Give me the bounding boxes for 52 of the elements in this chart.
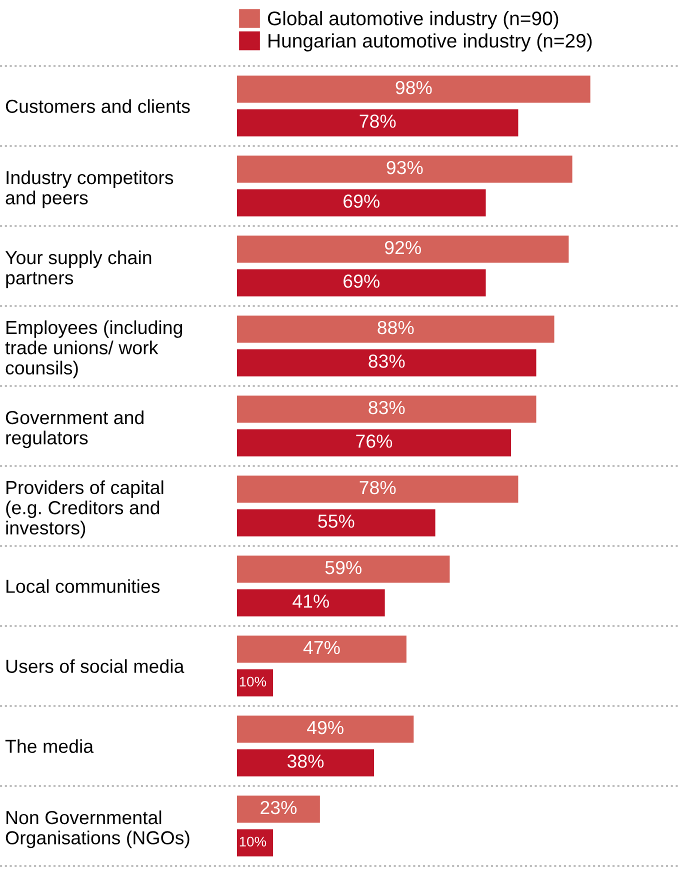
data-label: 93% <box>386 160 423 174</box>
legend-label: Global automotive industry (n=90) <box>268 11 558 30</box>
data-label: 92% <box>384 240 421 254</box>
bar <box>237 476 518 503</box>
data-label: 55% <box>318 514 354 528</box>
bar <box>237 796 320 823</box>
bar <box>237 189 486 216</box>
y-tick-label: Non Governmental Organisations (NGOs) <box>6 810 190 848</box>
y-tick-label: The media <box>5 739 94 753</box>
bar <box>237 556 450 583</box>
data-label: 49% <box>307 720 344 734</box>
bar <box>237 589 385 616</box>
data-label: 47% <box>303 641 340 654</box>
bar <box>237 236 569 263</box>
data-label: 83% <box>368 400 405 414</box>
data-label: 69% <box>344 194 380 208</box>
legend-label: Hungarian automotive industry (n=29) <box>268 33 592 52</box>
data-label: 76% <box>356 434 392 448</box>
bar <box>237 509 436 536</box>
y-tick-label: Users of social media <box>6 659 184 673</box>
data-label: 41% <box>292 594 330 608</box>
bar <box>237 749 374 776</box>
bar <box>237 829 274 856</box>
data-label: 59% <box>325 560 362 574</box>
data-label: 98% <box>396 80 432 94</box>
data-label: 88% <box>378 320 414 334</box>
data-label: 78% <box>360 480 396 494</box>
data-label: 83% <box>368 354 405 368</box>
y-tick-label: Industry competitors and peers <box>6 170 174 208</box>
bar <box>237 316 554 343</box>
bar <box>237 716 414 743</box>
data-label: 69% <box>344 274 380 288</box>
bar <box>237 349 536 376</box>
bar <box>237 269 486 296</box>
bar <box>237 156 572 183</box>
bar <box>237 109 518 136</box>
y-tick-label: Customers and clients <box>6 99 190 113</box>
data-label: 10% <box>240 836 266 847</box>
data-label: 23% <box>260 800 297 814</box>
bar <box>237 669 274 696</box>
y-tick-label: Your supply chain partners <box>5 250 152 288</box>
y-tick-label: Providers of capital (e.g. Creditors and investors) <box>6 480 164 538</box>
y-tick-label: Government and regulators <box>6 410 144 448</box>
bar <box>237 76 590 103</box>
data-label: 78% <box>360 114 396 128</box>
data-label: 38% <box>287 754 324 768</box>
data-label: 10% <box>240 676 266 687</box>
bar <box>237 636 406 663</box>
y-tick-label: Employees (including trade unions/ work counsils) <box>5 320 182 378</box>
y-tick-label: Local communities <box>6 579 160 593</box>
bar <box>237 429 512 456</box>
bar <box>237 396 536 423</box>
